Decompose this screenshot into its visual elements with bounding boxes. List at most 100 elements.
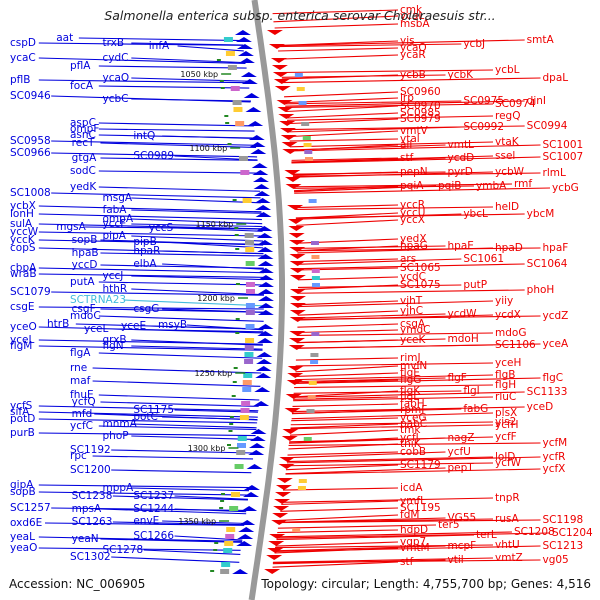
leader-line xyxy=(297,245,446,249)
reverse-gene-arrow xyxy=(270,58,287,63)
forward-gene-arrow xyxy=(235,37,252,42)
reverse-gene-arrow xyxy=(273,506,290,511)
cog-category-block xyxy=(241,401,251,406)
cog-category-block xyxy=(225,534,235,539)
cog-category-block xyxy=(235,121,245,126)
cog-category-block xyxy=(229,506,239,511)
gene-label: fabG xyxy=(463,403,488,415)
gene-label: csgF xyxy=(72,303,96,315)
leader-line xyxy=(285,100,462,105)
leader-line xyxy=(38,205,262,213)
gene-label: flgC xyxy=(543,372,564,384)
cog-category-block xyxy=(306,409,315,413)
leader-line xyxy=(98,425,257,431)
forward-gene-arrow xyxy=(255,212,272,217)
gene-label: ycdW xyxy=(448,308,478,320)
leader-line xyxy=(297,300,399,306)
gene-label: SC1065 xyxy=(400,262,441,274)
gene-label: trxB xyxy=(103,37,125,49)
leader-line xyxy=(297,258,399,263)
reverse-gene-arrow xyxy=(288,226,305,231)
gene-label: ycbJ xyxy=(463,38,485,50)
cog-category-block xyxy=(236,450,246,455)
leader-line xyxy=(297,247,541,252)
gene-label: flgB xyxy=(495,369,515,381)
leader-line xyxy=(281,69,494,74)
gene-label: SC0974 xyxy=(495,98,536,110)
gene-label: msgA xyxy=(103,192,133,204)
leader-line xyxy=(275,544,494,549)
gene-label: gtgA xyxy=(72,152,97,164)
leader-line xyxy=(276,532,551,539)
leader-line xyxy=(293,390,462,394)
leader-line xyxy=(278,519,541,524)
cog-category-block xyxy=(292,528,301,532)
leader-line xyxy=(294,187,551,194)
gene-label: yiiy xyxy=(495,295,513,307)
gene-label: ycdD xyxy=(448,152,475,164)
leader-line xyxy=(131,487,250,492)
gene-label: ycbB xyxy=(400,69,426,81)
leader-line xyxy=(297,313,446,319)
reverse-gene-arrow xyxy=(287,205,304,210)
gene-label: SC0994 xyxy=(527,120,568,132)
leader-line xyxy=(100,252,264,257)
reverse-gene-arrow xyxy=(288,233,305,238)
gene-label: lrp xyxy=(400,92,414,104)
leader-line xyxy=(38,213,262,221)
forward-gene-arrow xyxy=(239,520,256,525)
forward-strand-gene-labels: cspD aat trxB infA ycaC cydC pflA focA pflB ycaO S… xyxy=(10,32,187,563)
gene-label: SC1007 xyxy=(543,151,584,163)
gene-label: vmtZ xyxy=(495,552,523,564)
gene-label: rimJ xyxy=(400,352,421,364)
gene-label: flgF xyxy=(448,372,467,384)
gene-label: SC1133 xyxy=(527,386,568,398)
cog-category-block xyxy=(233,107,243,112)
cog-category-block xyxy=(294,73,303,77)
gene-label: maf xyxy=(70,375,91,387)
cog-category-block xyxy=(234,464,244,469)
leader-line xyxy=(286,456,494,463)
gene-label: ompF xyxy=(70,123,99,135)
gene-label: hdpD xyxy=(400,524,428,536)
forward-gene-arrow xyxy=(251,163,268,168)
gene-label: gipA xyxy=(10,479,34,491)
leader-line xyxy=(290,421,494,426)
leader-line xyxy=(276,531,513,538)
cog-category-block xyxy=(240,408,250,413)
forward-gene-arrow xyxy=(254,198,271,203)
gene-label: flgN xyxy=(103,340,124,352)
gene-label: pqiA xyxy=(400,180,424,192)
gene-label: yccW xyxy=(10,226,39,238)
gene-label: yis2 xyxy=(495,416,516,428)
gene-label: SC0992 xyxy=(463,121,504,133)
gene-label: yedK xyxy=(70,181,97,193)
gene-label: lolD xyxy=(495,451,515,463)
reverse-gene-arrow xyxy=(289,247,306,252)
gene-label: yccS xyxy=(149,222,174,234)
leader-line xyxy=(162,250,264,255)
forward-gene-arrow xyxy=(250,149,267,154)
gene-label: cmk xyxy=(400,4,423,16)
gene-label: pipA xyxy=(103,230,127,242)
cog-category-block xyxy=(311,269,320,273)
leader-line xyxy=(293,183,513,188)
gene-label: flgK xyxy=(400,385,421,397)
gene-label: pyrD xyxy=(448,166,473,178)
forward-gene-arrow xyxy=(257,247,274,252)
cog-category-block xyxy=(226,527,236,532)
reverse-gene-arrow xyxy=(285,394,302,399)
gene-label: SC1257 xyxy=(10,502,51,514)
forward-gene-arrow xyxy=(257,268,274,273)
leader-line xyxy=(85,226,263,230)
gene-label: ycaC xyxy=(10,52,36,64)
leader-line xyxy=(297,284,462,289)
leader-line xyxy=(38,267,264,274)
cog-category-block xyxy=(302,136,311,140)
kbp-tick-label: 1250 kbp xyxy=(195,369,233,378)
reverse-gene-arrow xyxy=(289,289,306,294)
leader-line xyxy=(98,122,254,127)
leader-line xyxy=(131,339,263,346)
gene-label: SC1278 xyxy=(103,544,144,556)
